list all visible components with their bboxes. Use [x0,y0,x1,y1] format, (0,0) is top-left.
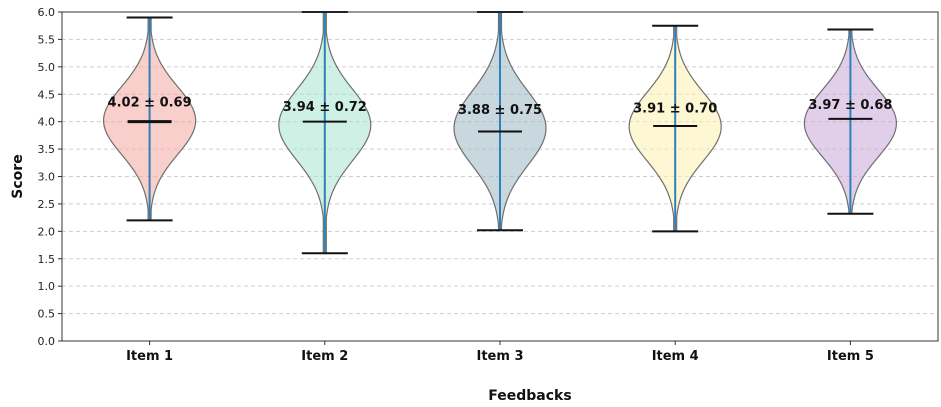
x-tick-label-item-2: Item 2 [301,349,348,364]
y-tick-label-12: 6.0 [38,6,56,19]
y-tick-label-10: 5.0 [38,61,56,74]
x-axis-label: Feedbacks [488,388,571,404]
y-tick-label-0: 0.0 [38,335,56,348]
y-tick-label-7: 3.5 [38,143,56,156]
x-tick-label-item-5: Item 5 [827,349,874,364]
x-tick-label-item-4: Item 4 [652,349,699,364]
annotation-item-3: 3.88 ± 0.75 [458,103,542,118]
annotation-item-5: 3.97 ± 0.68 [808,98,892,113]
y-tick-label-9: 4.5 [38,88,56,101]
plot-frame [61,11,939,342]
y-tick-label-2: 1.0 [38,280,56,293]
y-tick-label-3: 1.5 [38,253,56,266]
annotation-item-1: 4.02 ± 0.69 [108,95,192,110]
annotation-item-4: 3.91 ± 0.70 [633,102,717,117]
annotation-item-2: 3.94 ± 0.72 [283,100,367,115]
y-tick-label-1: 0.5 [38,308,56,321]
x-tick-label-item-1: Item 1 [126,349,173,364]
y-tick-label-11: 5.5 [38,33,56,46]
y-tick-label-6: 3.0 [38,171,56,184]
y-tick-label-8: 4.0 [38,116,56,129]
y-tick-label-4: 2.0 [38,225,56,238]
y-axis-label: Score [10,154,26,198]
x-tick-label-item-3: Item 3 [477,349,524,364]
y-tick-label-5: 2.5 [38,198,56,211]
